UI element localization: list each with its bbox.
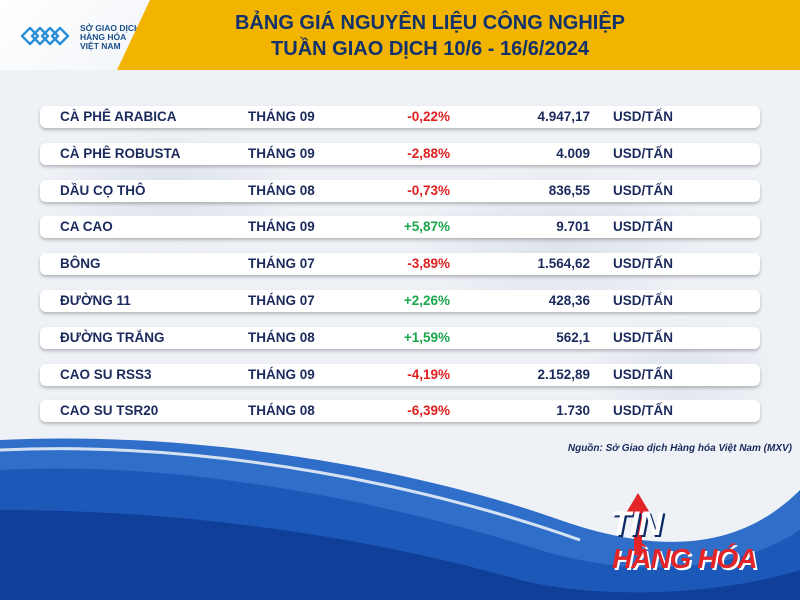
price-change: +1,59%	[403, 329, 450, 345]
contract-month: THÁNG 09	[248, 219, 315, 235]
price-unit: USD/TẤN	[613, 403, 673, 419]
price-change: -4,19%	[407, 366, 450, 382]
price-change: -0,73%	[407, 182, 450, 198]
price-unit: USD/TẤN	[613, 219, 673, 235]
commodity-name: CAO SU RSS3	[60, 366, 152, 382]
price-value: 4.947,17	[537, 109, 590, 124]
price-unit: USD/TẤN	[613, 256, 673, 272]
commodity-name: CÀ PHÊ ARABICA	[60, 109, 177, 124]
table-row: CÀ PHÊ ROBUSTA THÁNG 09 -2,88% 4.009 USD/TẤN	[40, 142, 760, 165]
page-title: BẢNG GIÁ NGUYÊN LIỆU CÔNG NGHIỆP TUẦN GI…	[150, 10, 710, 62]
table-row: ĐƯỜNG TRẮNG THÁNG 08 +1,59% 562,1 USD/TẤN	[40, 326, 760, 349]
commodity-name: ĐƯỜNG TRẮNG	[60, 329, 165, 345]
table-row: ĐƯỜNG 11 THÁNG 07 +2,26% 428,36 USD/TẤN	[40, 290, 760, 312]
price-value: 9.701	[556, 219, 590, 235]
price-value: 562,1	[556, 329, 590, 345]
table-row: CAO SU RSS3 THÁNG 09 -4,19% 2.152,89 USD/TẤN	[40, 363, 760, 386]
header-gold-band	[120, 0, 800, 70]
price-unit: USD/TẤN	[613, 145, 673, 161]
price-change: +5,87%	[403, 219, 450, 235]
header-banner: SỞ GIAO DỊCH HÀNG HÓA VIỆT NAM BẢNG GIÁ …	[0, 0, 800, 70]
logo-line: VIỆT NAM	[80, 41, 121, 51]
contract-month: THÁNG 09	[248, 145, 315, 161]
price-unit: USD/TẤN	[613, 293, 673, 308]
commodity-name: CA CAO	[60, 219, 113, 235]
price-value: 836,55	[548, 182, 590, 198]
commodity-name: ĐƯỜNG 11	[60, 293, 131, 308]
contract-month: THÁNG 08	[248, 329, 315, 345]
price-change: -3,89%	[407, 256, 450, 272]
brand-hang-hoa: HÀNG HÓA	[612, 543, 757, 574]
price-unit: USD/TẤN	[613, 182, 673, 198]
price-unit: USD/TẤN	[613, 366, 673, 382]
commodity-name: CAO SU TSR20	[60, 403, 159, 419]
contract-month: THÁNG 07	[248, 256, 315, 272]
price-value: 428,36	[548, 293, 590, 308]
brand-arrow-icon	[626, 493, 650, 555]
price-change: +2,26%	[403, 293, 450, 308]
price-unit: USD/TẤN	[613, 109, 673, 124]
price-change: -0,22%	[407, 109, 450, 124]
commodity-name: CÀ PHÊ ROBUSTA	[60, 145, 181, 161]
price-value: 2.152,89	[537, 366, 590, 382]
title-line-2: TUẦN GIAO DỊCH 10/6 - 16/6/2024	[271, 38, 589, 60]
price-value: 4.009	[556, 145, 590, 161]
table-row: CAO SU TSR20 THÁNG 08 -6,39% 1.730 USD/TẤN	[40, 400, 760, 423]
brand-tin: TIN	[610, 505, 663, 543]
price-change: -6,39%	[407, 403, 450, 419]
price-value: 1.564,62	[537, 256, 590, 272]
source-note: Nguồn: Sở Giao dịch Hàng hóa Việt Nam (M…	[567, 443, 792, 454]
price-value: 1.730	[556, 403, 590, 419]
table-row: CÀ PHÊ ARABICA THÁNG 09 -0,22% 4.947,17 USD/…	[40, 106, 760, 128]
contract-month: THÁNG 07	[248, 293, 315, 308]
blue-wave-decoration	[0, 438, 800, 600]
price-unit: USD/TẤN	[613, 329, 673, 345]
commodity-name: DẦU CỌ THÔ	[60, 182, 146, 198]
logo-text: SỞ GIAO DỊCH HÀNG HÓA VIỆT NAM	[80, 24, 140, 51]
logo-line: SỞ GIAO DỊCH	[80, 23, 141, 33]
table-row: CA CAO THÁNG 09 +5,87% 9.701 USD/TẤN	[40, 216, 760, 239]
contract-month: THÁNG 08	[248, 403, 315, 419]
contract-month: THÁNG 09	[248, 109, 315, 124]
logo-line: HÀNG HÓA	[80, 32, 127, 42]
contract-month: THÁNG 09	[248, 366, 315, 382]
contract-month: THÁNG 08	[248, 182, 315, 198]
commodity-name: BÔNG	[60, 256, 101, 272]
table-row: DẦU CỌ THÔ THÁNG 08 -0,73% 836,55 USD/TẤN	[40, 179, 760, 202]
price-change: -2,88%	[407, 145, 450, 161]
table-row: BÔNG THÁNG 07 -3,89% 1.564,62 USD/TẤN	[40, 253, 760, 276]
mxv-logo-icon	[20, 26, 70, 46]
title-line-1: BẢNG GIÁ NGUYÊN LIỆU CÔNG NGHIỆP	[234, 12, 626, 34]
